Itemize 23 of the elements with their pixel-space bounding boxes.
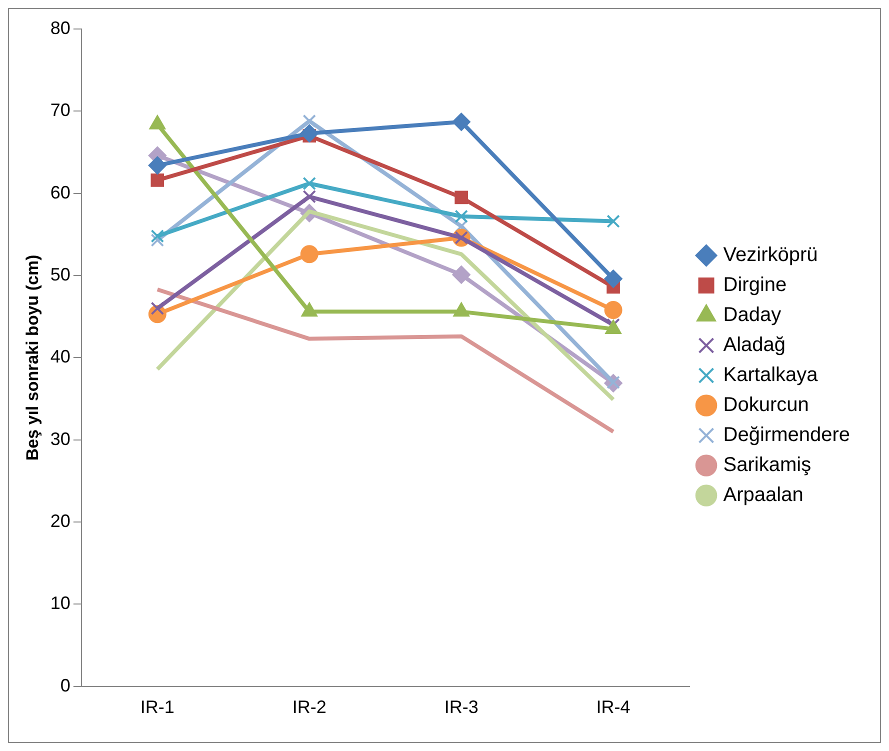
legend-label: Dokurcun [723, 394, 809, 416]
y-tick-label: 80 [50, 18, 70, 38]
y-tick-label: 70 [50, 100, 70, 120]
legend-label: Kartalkaya [723, 364, 819, 386]
x-tick-label: IR-4 [596, 697, 630, 718]
x-tick-label: IR-2 [292, 697, 326, 718]
x-tick-label: IR-3 [444, 697, 478, 718]
legend-label: Daday [723, 304, 782, 326]
legend-label: Sarikamiş [723, 454, 812, 476]
y-tick-label: 20 [50, 511, 70, 532]
x-tick-label: IR-1 [140, 697, 174, 718]
y-tick-label: 40 [50, 346, 70, 367]
legend-label: Değirmendere [723, 424, 850, 446]
legend-label: Vezirköprü [723, 244, 818, 266]
y-tick-label: 50 [50, 264, 70, 284]
y-tick-label: 30 [50, 428, 70, 449]
legend-label: Arpaalan [723, 484, 804, 506]
legend-label: Aladağ [723, 334, 786, 356]
y-tick-label: 10 [50, 593, 70, 614]
y-tick-label: 60 [50, 182, 70, 202]
y-axis-title: Beş yıl sonraki boyu (cm) [22, 254, 42, 461]
legend-label: Dirgine [723, 274, 787, 296]
y-tick-label: 0 [60, 675, 70, 696]
